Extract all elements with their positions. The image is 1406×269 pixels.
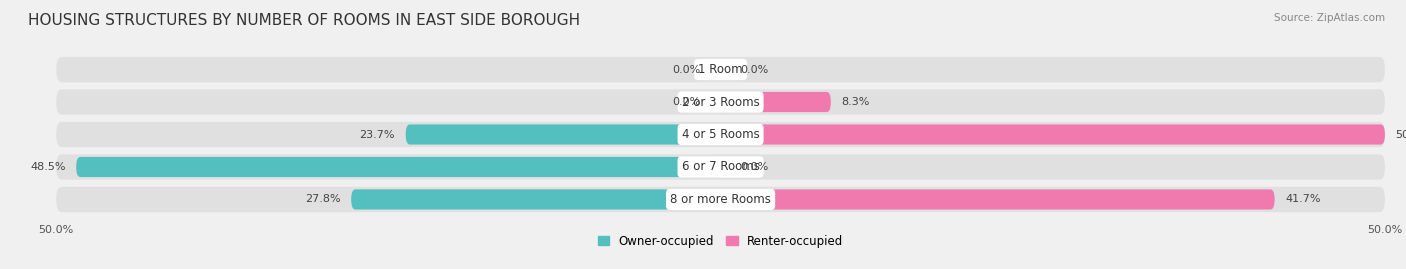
- FancyBboxPatch shape: [56, 187, 1385, 212]
- Text: 23.7%: 23.7%: [360, 129, 395, 140]
- Text: 50.0%: 50.0%: [1396, 129, 1406, 140]
- Text: 48.5%: 48.5%: [30, 162, 66, 172]
- Text: 0.0%: 0.0%: [672, 65, 700, 75]
- FancyBboxPatch shape: [76, 157, 721, 177]
- FancyBboxPatch shape: [721, 125, 1385, 144]
- Text: 2 or 3 Rooms: 2 or 3 Rooms: [682, 95, 759, 108]
- Text: 6 or 7 Rooms: 6 or 7 Rooms: [682, 161, 759, 174]
- Text: 41.7%: 41.7%: [1285, 194, 1320, 204]
- Text: 1 Room: 1 Room: [699, 63, 742, 76]
- Text: 8.3%: 8.3%: [841, 97, 870, 107]
- Text: 0.0%: 0.0%: [741, 162, 769, 172]
- FancyBboxPatch shape: [56, 57, 1385, 82]
- FancyBboxPatch shape: [56, 122, 1385, 147]
- Text: 0.0%: 0.0%: [741, 65, 769, 75]
- Text: 27.8%: 27.8%: [305, 194, 340, 204]
- Text: 8 or more Rooms: 8 or more Rooms: [671, 193, 770, 206]
- FancyBboxPatch shape: [406, 125, 721, 144]
- FancyBboxPatch shape: [56, 89, 1385, 115]
- Text: 4 or 5 Rooms: 4 or 5 Rooms: [682, 128, 759, 141]
- FancyBboxPatch shape: [56, 154, 1385, 180]
- Legend: Owner-occupied, Renter-occupied: Owner-occupied, Renter-occupied: [593, 230, 848, 253]
- Text: HOUSING STRUCTURES BY NUMBER OF ROOMS IN EAST SIDE BOROUGH: HOUSING STRUCTURES BY NUMBER OF ROOMS IN…: [28, 13, 581, 29]
- FancyBboxPatch shape: [721, 189, 1275, 210]
- Text: Source: ZipAtlas.com: Source: ZipAtlas.com: [1274, 13, 1385, 23]
- FancyBboxPatch shape: [352, 189, 721, 210]
- FancyBboxPatch shape: [721, 92, 831, 112]
- Text: 0.0%: 0.0%: [672, 97, 700, 107]
